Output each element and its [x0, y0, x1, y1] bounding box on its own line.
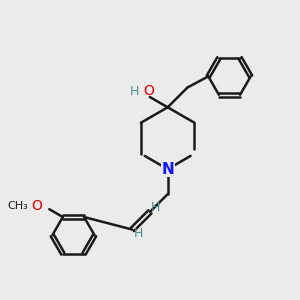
Text: N: N	[161, 162, 174, 177]
Text: O: O	[143, 84, 154, 98]
Text: H: H	[129, 85, 139, 98]
Text: CH₃: CH₃	[8, 201, 29, 211]
Text: H: H	[151, 201, 160, 214]
Text: O: O	[32, 199, 42, 213]
Text: H: H	[134, 226, 143, 240]
